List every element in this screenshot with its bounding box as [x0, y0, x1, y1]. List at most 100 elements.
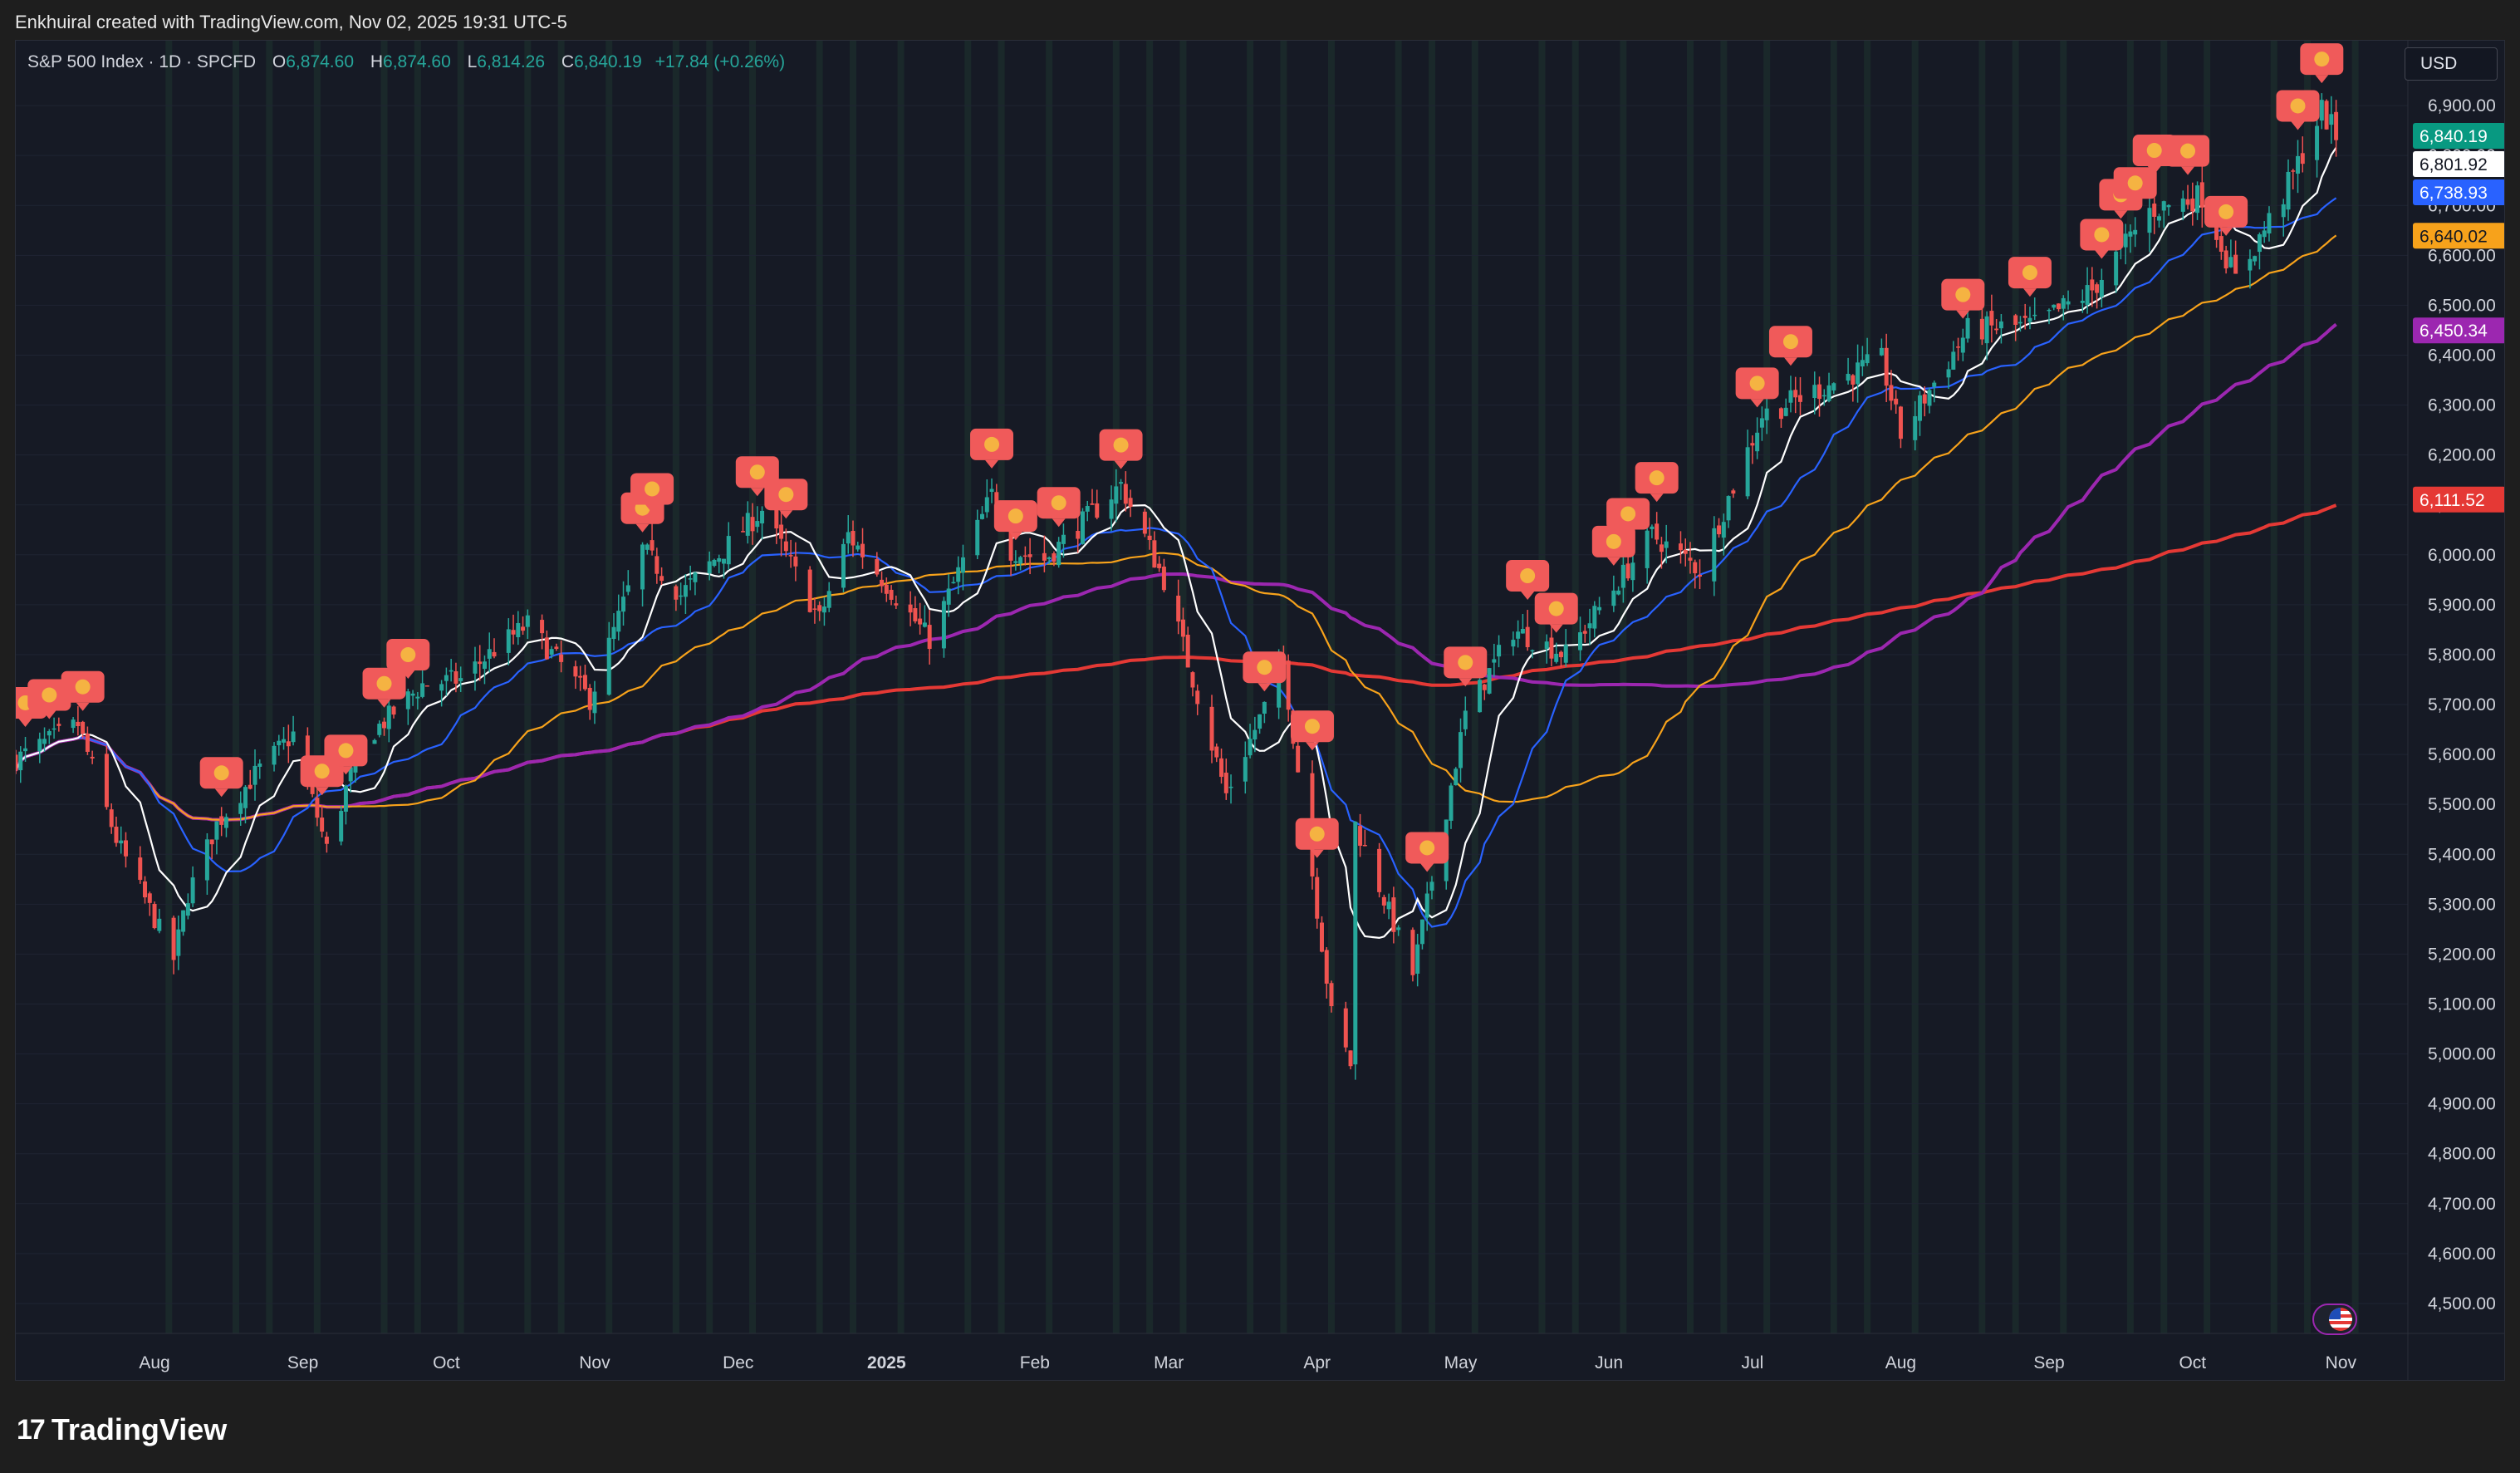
candle-body [1821, 395, 1826, 397]
price-chart[interactable]: Aug Sep Oct Nov Dec 2025 Feb Mar Apr May Jun Jul Aug… [16, 41, 2505, 1381]
signal-marker-pointer [1621, 529, 1635, 538]
signal-marker-pointer [315, 787, 329, 796]
signal-marker-pointer [76, 702, 90, 711]
candle-body [2123, 233, 2128, 248]
candle-body [114, 827, 119, 843]
candle-body [525, 615, 530, 627]
candle-body [606, 637, 611, 695]
candle-body [1549, 637, 1554, 659]
candle-body [540, 620, 545, 634]
candle-body [559, 654, 564, 662]
candle-body [123, 840, 128, 857]
y-axis-label: 5,600.00 [2428, 745, 2496, 764]
candle-body [721, 558, 726, 564]
candle-body [2334, 111, 2339, 140]
candle-body [2324, 101, 2329, 130]
candle-body [1487, 668, 1492, 694]
candle-body [1262, 701, 1267, 714]
candle-body [473, 661, 478, 674]
signal-marker-pointer [18, 718, 32, 727]
close-label: C [561, 52, 575, 71]
last-price-tag [2413, 223, 2504, 249]
candle-body [578, 675, 583, 678]
high-value: 6,874.60 [383, 52, 451, 71]
signal-marker-dot [1458, 655, 1473, 670]
candle-body [783, 541, 788, 552]
signal-marker-dot [1606, 533, 1621, 549]
signal-marker-dot [1419, 840, 1435, 856]
session-shade [1830, 41, 1837, 1333]
candle-body [1128, 498, 1133, 508]
signal-marker-dot [1749, 376, 1765, 391]
candle-body [1797, 395, 1802, 402]
candle-body [1013, 561, 1018, 563]
candle-body [1258, 714, 1262, 729]
candle-body [1415, 944, 1420, 974]
candle-body [1998, 321, 2003, 329]
candle-body [1253, 729, 1258, 740]
candle-body [1085, 506, 1090, 512]
candle-body [252, 765, 257, 785]
candle-body [109, 809, 114, 827]
signal-marker-pointer [214, 788, 228, 798]
candle-body [320, 818, 325, 832]
candle-body [860, 543, 865, 557]
candle-body [104, 754, 109, 808]
candle-body [1927, 390, 1932, 406]
candle-body [248, 784, 252, 789]
signal-marker-pointer [1008, 532, 1022, 541]
candle-body [487, 649, 492, 659]
candle-body [712, 559, 717, 567]
candle-body [1042, 552, 1047, 561]
candle-body [741, 531, 746, 533]
currency-button[interactable]: USD [2405, 47, 2498, 81]
candle-body [812, 608, 817, 610]
candle-body [1956, 346, 1961, 348]
candle-body [339, 811, 344, 842]
candle-body [1530, 650, 1535, 652]
last-price-label: 6,801.92 [2419, 155, 2488, 174]
candle-body [1554, 653, 1559, 662]
candle-body [2267, 213, 2272, 233]
candle-body [821, 606, 826, 613]
session-shade [1911, 41, 1919, 1333]
x-axis-label: Oct [433, 1353, 460, 1372]
session-shade [1620, 41, 1627, 1333]
candle-body [51, 728, 56, 730]
candle-body [1147, 535, 1152, 541]
x-axis-label: Oct [2179, 1353, 2206, 1372]
candle-body [2052, 304, 2057, 308]
x-axis-label: Aug [1885, 1353, 1916, 1372]
candle-body [1492, 659, 1497, 663]
candle-body [2180, 198, 2185, 212]
candle-body [956, 567, 961, 582]
symbol-name[interactable]: S&P 500 Index · 1D · SPCFD [27, 52, 257, 71]
signal-marker-dot [75, 679, 91, 695]
signal-marker-dot [314, 764, 330, 779]
candle-body [2147, 208, 2152, 233]
chart-panel[interactable]: Aug Sep Oct Nov Dec 2025 Feb Mar Apr May Jun Jul Aug… [15, 40, 2505, 1381]
candle-body [506, 629, 511, 653]
candle-body [348, 767, 353, 782]
tradingview-logo[interactable]: 17 TradingView [17, 1412, 227, 1447]
candle-body [157, 918, 162, 931]
candle-body [1759, 418, 1764, 428]
x-axis-label: Jul [1741, 1353, 1763, 1372]
candle-body [1123, 484, 1128, 504]
candle-body [2218, 236, 2223, 252]
session-shade [897, 41, 905, 1333]
signal-marker-pointer [1956, 310, 1970, 319]
us-market-flag-icon[interactable] [2312, 1304, 2357, 1335]
signal-marker-dot [1548, 601, 1564, 616]
candle-body [2080, 300, 2085, 303]
candle-body [1717, 525, 1722, 535]
candle-body [1228, 786, 1233, 788]
last-price-tag [2413, 123, 2504, 150]
candle-body [1525, 626, 1530, 647]
candle-body [1616, 590, 1621, 595]
y-axis-label: 6,200.00 [2428, 446, 2496, 465]
candle-body [1597, 606, 1602, 611]
candle-body [2190, 198, 2195, 212]
candle-body [645, 544, 650, 550]
candle-body [478, 661, 483, 665]
